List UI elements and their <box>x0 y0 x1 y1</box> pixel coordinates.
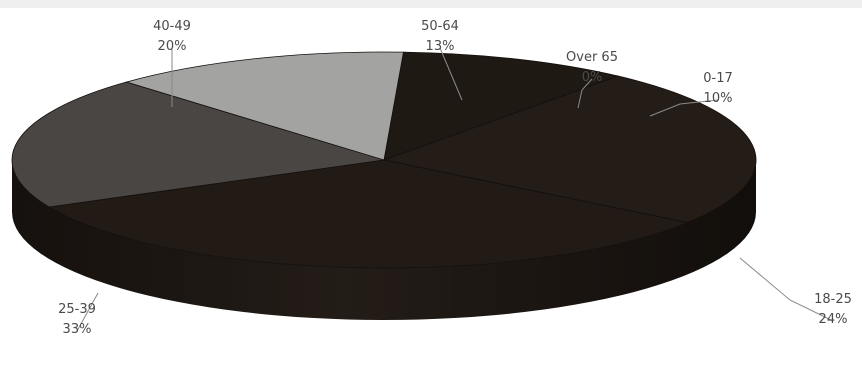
slice-value-18-25: 24% <box>819 312 848 327</box>
leader-line-25-39 <box>76 292 99 332</box>
slice-value-over-65: 0% <box>582 70 603 85</box>
pie-slice-25-39 <box>47 159 689 269</box>
pie-slice-18-25 <box>382 75 757 223</box>
slice-label-over-65: Over 65 <box>566 50 618 65</box>
slice-value-40-49: 20% <box>158 39 187 54</box>
slice-label-0-17: 0-17 <box>703 71 733 86</box>
slice-label-25-39: 25-39 <box>58 302 96 317</box>
pie-slice-0-17 <box>383 51 620 161</box>
slice-label-50-64: 50-64 <box>421 19 459 34</box>
top-bar <box>0 0 862 8</box>
slice-label-18-25: 18-25 <box>814 292 852 307</box>
leader-line-50-64 <box>439 47 463 101</box>
leader-line-over-65 <box>577 78 593 109</box>
leader-line-0-17 <box>649 99 719 117</box>
slice-value-50-64: 13% <box>426 39 455 54</box>
slice-value-25-39: 33% <box>63 322 92 337</box>
leader-line-18-25 <box>739 257 834 322</box>
pie-side-wall <box>12 160 756 320</box>
slice-label-40-49: 40-49 <box>153 19 191 34</box>
slice-value-0-17: 10% <box>704 91 733 106</box>
pie-slice-40-49 <box>11 81 385 208</box>
pie-slice-50-64 <box>125 51 404 161</box>
